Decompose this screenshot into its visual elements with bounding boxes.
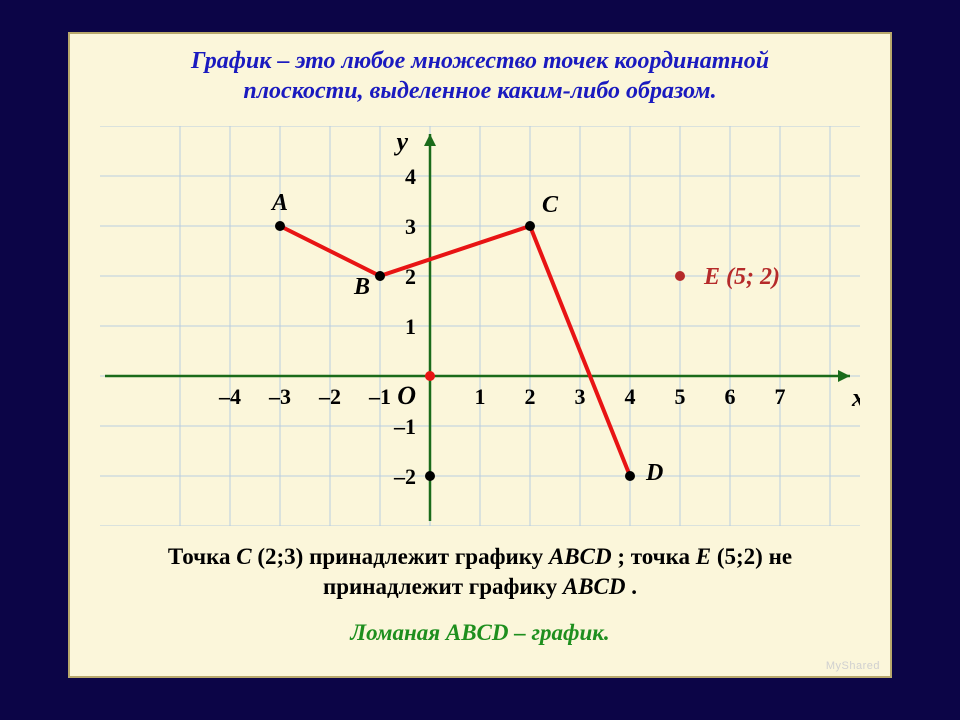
title-line-1: График – это любое множество точек коорд…	[191, 48, 769, 74]
svg-text:3: 3	[405, 214, 416, 239]
svg-text:B: B	[353, 274, 370, 300]
t: (2;3) принадлежит графику	[252, 544, 549, 569]
t: ; точка	[612, 544, 696, 569]
svg-text:4: 4	[405, 164, 416, 189]
svg-text:C: C	[542, 192, 559, 218]
svg-text:A: A	[270, 190, 288, 216]
svg-text:E (5; 2): E (5; 2)	[703, 264, 780, 290]
svg-text:–1: –1	[393, 414, 416, 439]
t: Точка	[168, 544, 236, 569]
svg-text:–2: –2	[393, 464, 416, 489]
t: принадлежит графику	[323, 574, 563, 599]
t: C	[236, 544, 251, 569]
svg-text:O: O	[397, 381, 416, 410]
footnote-text: Точка C (2;3) принадлежит графику ABCD ;…	[70, 542, 890, 602]
title-text: График – это любое множество точек коорд…	[70, 46, 890, 106]
conclusion-text: Ломаная ABCD – график.	[70, 620, 890, 646]
t: ABCD	[549, 544, 612, 569]
svg-text:–3: –3	[268, 384, 291, 409]
t: (5;2) не	[711, 544, 792, 569]
svg-text:2: 2	[525, 384, 536, 409]
chart-svg: –4–3–2–112345671234–1–2OxyABCDE (5; 2)	[100, 126, 860, 526]
svg-text:y: y	[393, 127, 408, 156]
watermark: MyShared	[826, 660, 880, 672]
coordinate-chart: –4–3–2–112345671234–1–2OxyABCDE (5; 2)	[100, 126, 860, 526]
svg-text:4: 4	[625, 384, 636, 409]
svg-text:3: 3	[575, 384, 586, 409]
svg-text:–2: –2	[318, 384, 341, 409]
svg-text:1: 1	[475, 384, 486, 409]
slide-background: График – это любое множество точек коорд…	[0, 0, 960, 720]
title-line-2: плоскости, выделенное каким-либо образом…	[243, 78, 716, 104]
svg-text:5: 5	[675, 384, 686, 409]
content-panel: График – это любое множество точек коорд…	[68, 32, 892, 678]
svg-text:D: D	[645, 460, 663, 486]
t: E	[696, 544, 711, 569]
svg-text:6: 6	[725, 384, 736, 409]
t: ABCD	[563, 574, 626, 599]
t: .	[626, 574, 638, 599]
svg-text:1: 1	[405, 314, 416, 339]
svg-text:7: 7	[775, 384, 786, 409]
svg-text:x: x	[851, 383, 860, 412]
svg-text:–1: –1	[368, 384, 391, 409]
svg-text:–4: –4	[218, 384, 241, 409]
